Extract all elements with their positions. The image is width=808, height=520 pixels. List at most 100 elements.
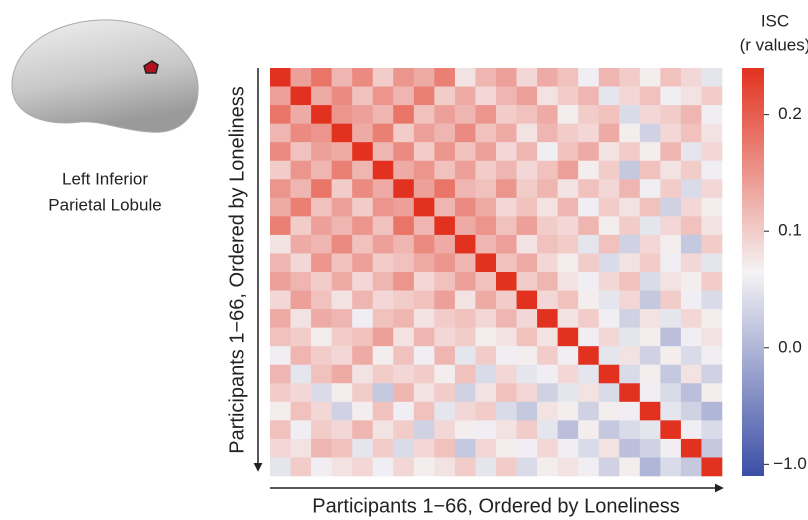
heatmap-cell bbox=[701, 290, 723, 310]
heatmap-cell bbox=[660, 420, 682, 440]
heatmap-cell bbox=[496, 364, 517, 384]
heatmap-cell bbox=[331, 383, 353, 403]
heatmap-cell bbox=[537, 105, 558, 124]
x-axis-label: Participants 1−66, Ordered by Loneliness bbox=[312, 495, 679, 517]
heatmap-cell bbox=[619, 309, 641, 328]
heatmap-cell bbox=[557, 438, 579, 458]
heatmap-cell bbox=[270, 420, 291, 440]
heatmap-cell bbox=[270, 197, 291, 217]
heatmap-cell bbox=[434, 457, 456, 477]
heatmap-cell bbox=[598, 123, 620, 143]
heatmap-cell bbox=[475, 197, 497, 217]
heatmap-cell bbox=[434, 216, 456, 236]
heatmap-cell bbox=[475, 401, 497, 421]
heatmap-cell bbox=[311, 364, 332, 384]
heatmap-cell bbox=[434, 346, 456, 366]
heatmap-cell bbox=[619, 105, 641, 124]
heatmap-cell bbox=[290, 68, 312, 87]
heatmap-cell bbox=[311, 86, 332, 106]
heatmap-cell bbox=[372, 401, 394, 421]
heatmap-cell bbox=[680, 457, 702, 477]
heatmap-cell bbox=[413, 253, 435, 273]
heatmap-cell bbox=[311, 438, 332, 458]
heatmap-cell bbox=[475, 327, 497, 347]
heatmap-cell bbox=[578, 253, 600, 273]
heatmap-cell bbox=[516, 179, 538, 199]
heatmap-cell bbox=[537, 123, 558, 143]
heatmap-cell bbox=[290, 346, 312, 366]
heatmap-cell bbox=[660, 457, 682, 477]
heatmap-cell bbox=[311, 160, 332, 180]
heatmap-cell bbox=[639, 160, 661, 180]
heatmap-cell bbox=[270, 401, 291, 421]
heatmap-cell bbox=[290, 142, 312, 162]
heatmap-cell bbox=[331, 179, 353, 199]
heatmap-cell bbox=[578, 197, 600, 217]
heatmap-cell bbox=[331, 309, 353, 328]
heatmap-cell bbox=[434, 364, 456, 384]
heatmap-cell bbox=[290, 179, 312, 199]
heatmap-cell bbox=[352, 216, 374, 236]
heatmap-cell bbox=[434, 253, 456, 273]
heatmap-cell bbox=[557, 234, 579, 254]
heatmap-cell bbox=[701, 457, 723, 477]
heatmap-cell bbox=[413, 179, 435, 199]
heatmap-cell bbox=[352, 272, 374, 291]
heatmap-cell bbox=[516, 272, 538, 291]
heatmap-cell bbox=[701, 123, 723, 143]
heatmap-cell bbox=[393, 290, 415, 310]
heatmap-cell bbox=[413, 272, 435, 291]
colorbar-title: ISC bbox=[761, 11, 789, 30]
colorbar-tick-label: −1.0 bbox=[773, 454, 807, 473]
heatmap-cell bbox=[475, 309, 497, 328]
heatmap-cell bbox=[598, 420, 620, 440]
heatmap-cell bbox=[393, 457, 415, 477]
heatmap-cell bbox=[475, 234, 497, 254]
heatmap-cell bbox=[475, 105, 497, 124]
heatmap-cell bbox=[537, 234, 558, 254]
heatmap-cell bbox=[619, 327, 641, 347]
heatmap-cell bbox=[660, 272, 682, 291]
heatmap-cell bbox=[598, 216, 620, 236]
heatmap-cell bbox=[434, 68, 456, 87]
heatmap-cell bbox=[578, 179, 600, 199]
heatmap-cell bbox=[578, 123, 600, 143]
heatmap-cell bbox=[619, 346, 641, 366]
heatmap-cell bbox=[516, 234, 538, 254]
heatmap-cell bbox=[680, 216, 702, 236]
heatmap-cell bbox=[701, 327, 723, 347]
heatmap-cell bbox=[393, 123, 415, 143]
heatmap-cell bbox=[311, 123, 332, 143]
heatmap-cell bbox=[557, 272, 579, 291]
heatmap-cell bbox=[270, 105, 291, 124]
heatmap-cell bbox=[660, 179, 682, 199]
heatmap-cell bbox=[660, 142, 682, 162]
heatmap-cell bbox=[311, 234, 332, 254]
heatmap-cell bbox=[290, 272, 312, 291]
heatmap-cell bbox=[701, 234, 723, 254]
heatmap-cell bbox=[393, 234, 415, 254]
heatmap-cell bbox=[311, 68, 332, 87]
heatmap-cell bbox=[537, 420, 558, 440]
heatmap-cell bbox=[557, 197, 579, 217]
heatmap-cell bbox=[598, 68, 620, 87]
heatmap-cell bbox=[454, 105, 476, 124]
heatmap-cell bbox=[680, 142, 702, 162]
heatmap-cell bbox=[311, 309, 332, 328]
heatmap-cell bbox=[598, 160, 620, 180]
heatmap-cell bbox=[331, 327, 353, 347]
heatmap-cell bbox=[311, 327, 332, 347]
heatmap-cell bbox=[331, 364, 353, 384]
heatmap-cell bbox=[352, 364, 374, 384]
heatmap-cell bbox=[516, 364, 538, 384]
heatmap-cell bbox=[475, 290, 497, 310]
heatmap-cell bbox=[311, 142, 332, 162]
heatmap-cell bbox=[434, 272, 456, 291]
heatmap-cell bbox=[516, 327, 538, 347]
heatmap-cell bbox=[331, 457, 353, 477]
heatmap-cell bbox=[578, 457, 600, 477]
heatmap-cell bbox=[290, 383, 312, 403]
heatmap-cell bbox=[372, 197, 394, 217]
heatmap-cell bbox=[372, 346, 394, 366]
heatmap-cell bbox=[680, 272, 702, 291]
